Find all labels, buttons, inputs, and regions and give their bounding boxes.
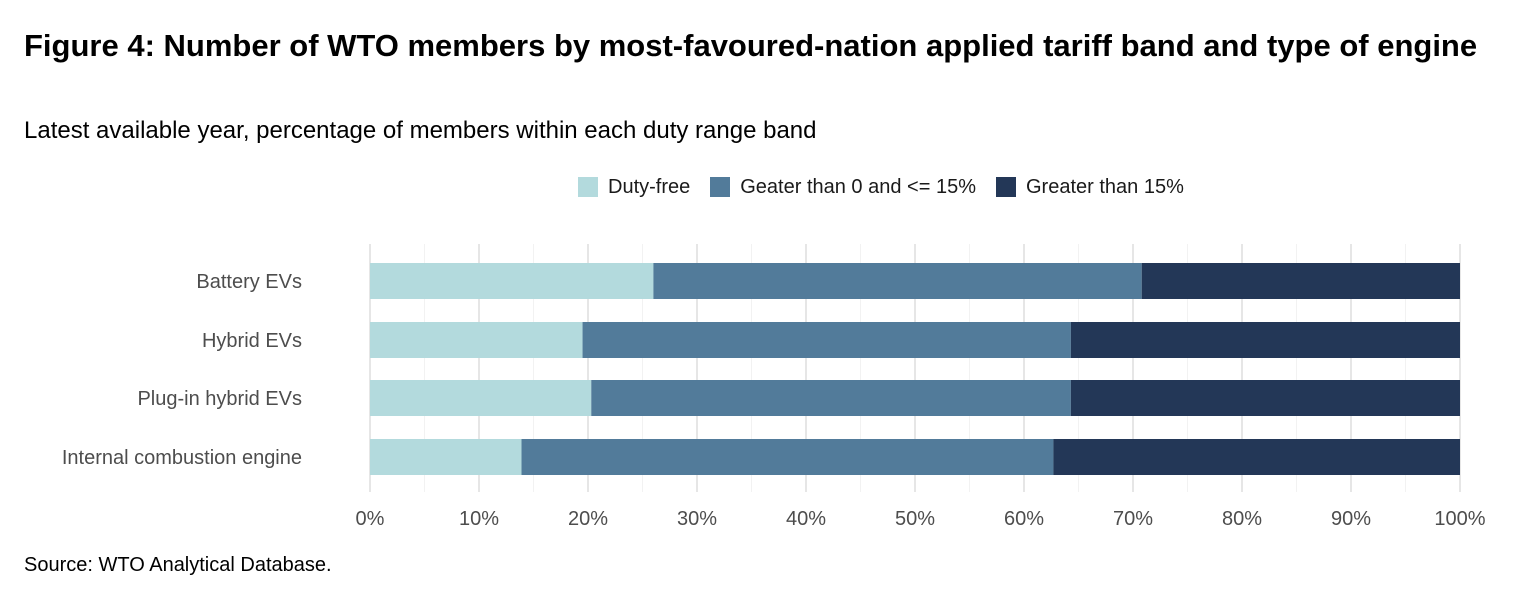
legend-item-high-band: Greater than 15% bbox=[995, 175, 1184, 199]
chart-title: Figure 4: Number of WTO members by most-… bbox=[24, 28, 1478, 63]
bar-segment bbox=[370, 380, 592, 416]
category-label: Plug-in hybrid EVs bbox=[137, 388, 302, 410]
legend-item-duty-free: Duty-free bbox=[578, 176, 690, 199]
x-tick-label: 90% bbox=[1331, 508, 1371, 530]
chart-legend: Duty-free Geater than 0 and <= 15% Great… bbox=[578, 172, 1204, 202]
legend-swatch-duty-free bbox=[578, 177, 598, 197]
legend-swatch-mid-band bbox=[710, 177, 731, 197]
x-tick-label: 30% bbox=[677, 508, 717, 530]
bar-segment bbox=[582, 322, 1071, 358]
legend-swatch-high-band bbox=[995, 177, 1016, 197]
x-tick-label: 100% bbox=[1434, 508, 1485, 530]
legend-label-mid-band: Geater than 0 and <= 15% bbox=[740, 175, 976, 198]
x-tick-label: 70% bbox=[1113, 508, 1153, 530]
x-tick-label: 40% bbox=[786, 508, 826, 530]
bar-segment bbox=[370, 322, 583, 358]
category-label: Hybrid EVs bbox=[202, 330, 302, 352]
source-note: Source: WTO Analytical Database. bbox=[24, 554, 332, 576]
bar-segment bbox=[1141, 263, 1460, 299]
x-tick-label: 10% bbox=[459, 508, 499, 530]
category-label: Internal combustion engine bbox=[62, 447, 302, 469]
x-tick-label: 80% bbox=[1222, 508, 1262, 530]
x-tick-label: 50% bbox=[895, 508, 935, 530]
x-tick-label: 20% bbox=[568, 508, 608, 530]
bar-segment bbox=[521, 439, 1054, 475]
x-tick-label: 0% bbox=[356, 508, 385, 530]
x-tick-label: 60% bbox=[1004, 508, 1044, 530]
chart-subtitle: Latest available year, percentage of mem… bbox=[24, 117, 817, 144]
bar-segment bbox=[653, 263, 1142, 299]
legend-label-high-band: Greater than 15% bbox=[1025, 175, 1184, 198]
category-label: Battery EVs bbox=[196, 271, 302, 293]
legend-item-mid-band: Geater than 0 and <= 15% bbox=[710, 176, 976, 199]
bar-segment bbox=[1053, 439, 1460, 475]
bar-segment bbox=[1070, 380, 1460, 416]
bar-segment bbox=[591, 380, 1071, 416]
bar-segment bbox=[370, 263, 654, 299]
bar-segment bbox=[370, 439, 522, 475]
stacked-bar-chart: Battery EVs Hybrid EVs Plug-in hybrid EVs I… bbox=[62, 244, 1486, 530]
legend-label-duty-free: Duty-free bbox=[608, 175, 691, 198]
bar-segment bbox=[1070, 322, 1460, 358]
